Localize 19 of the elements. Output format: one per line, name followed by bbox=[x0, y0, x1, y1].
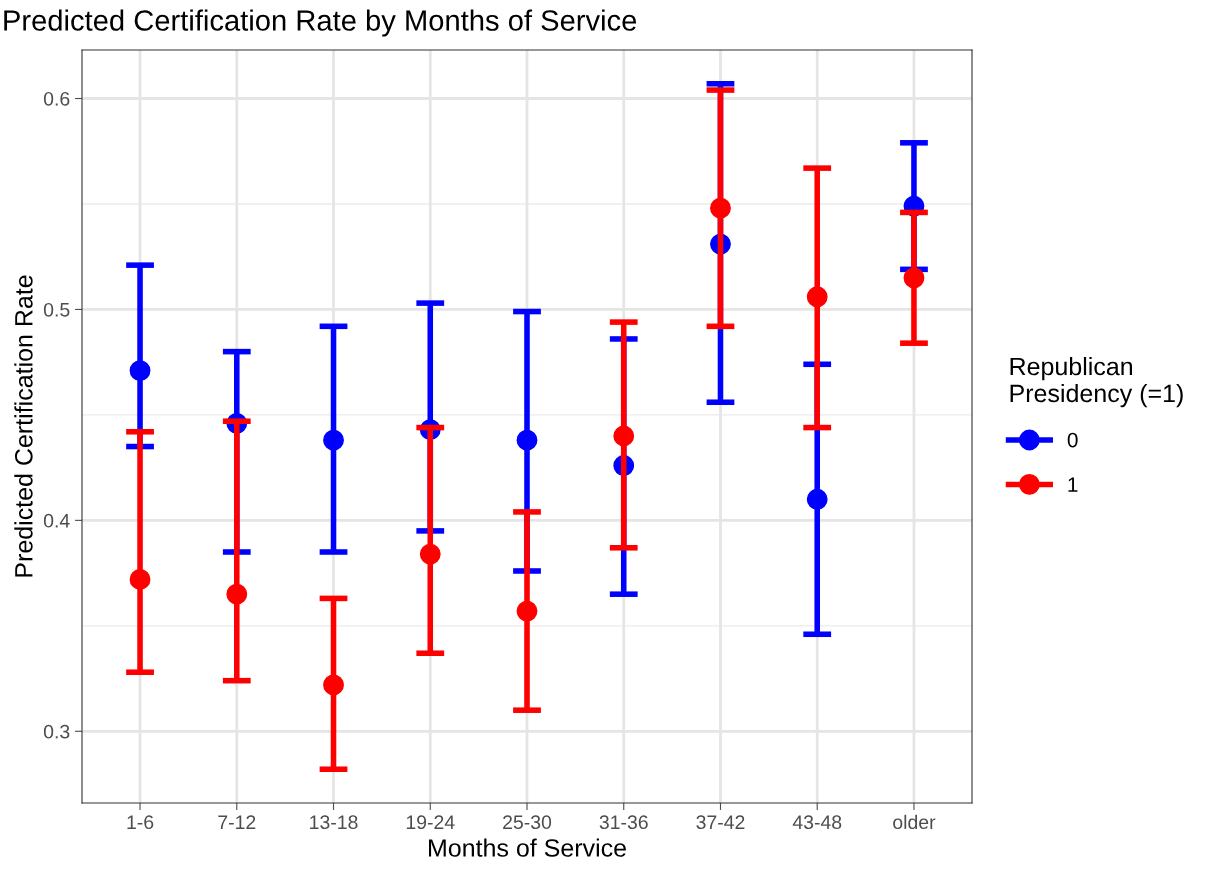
legend-title: Republican Presidency (=1) bbox=[1010, 356, 1183, 408]
x-tick-label: 13-18 bbox=[310, 815, 358, 830]
legend-label: 0 bbox=[1067, 432, 1078, 448]
legend-label: 1 bbox=[1068, 477, 1078, 492]
x-tick-label: 25-30 bbox=[503, 815, 552, 830]
y-tick-label: 0.3 bbox=[43, 724, 70, 739]
y-tick-label: 0.6 bbox=[43, 91, 70, 106]
x-tick-label: 43-48 bbox=[792, 815, 842, 830]
y-tick-label: 0.5 bbox=[43, 302, 70, 317]
x-tick-label: older bbox=[893, 814, 936, 830]
x-tick-label: 1-6 bbox=[127, 815, 154, 830]
x-axis-title: Months of Service bbox=[429, 838, 626, 857]
x-tick-label: 37-42 bbox=[696, 815, 745, 830]
chart-title: Predicted Certification Rate by Months of Service bbox=[4, 9, 637, 37]
x-tick-label: 31-36 bbox=[599, 815, 648, 830]
x-tick-label: 7-12 bbox=[218, 815, 256, 829]
y-axis-title: Predicted Certification Rate bbox=[14, 275, 33, 577]
x-tick-label: 19-24 bbox=[406, 815, 455, 830]
y-tick-label: 0.4 bbox=[43, 513, 70, 528]
